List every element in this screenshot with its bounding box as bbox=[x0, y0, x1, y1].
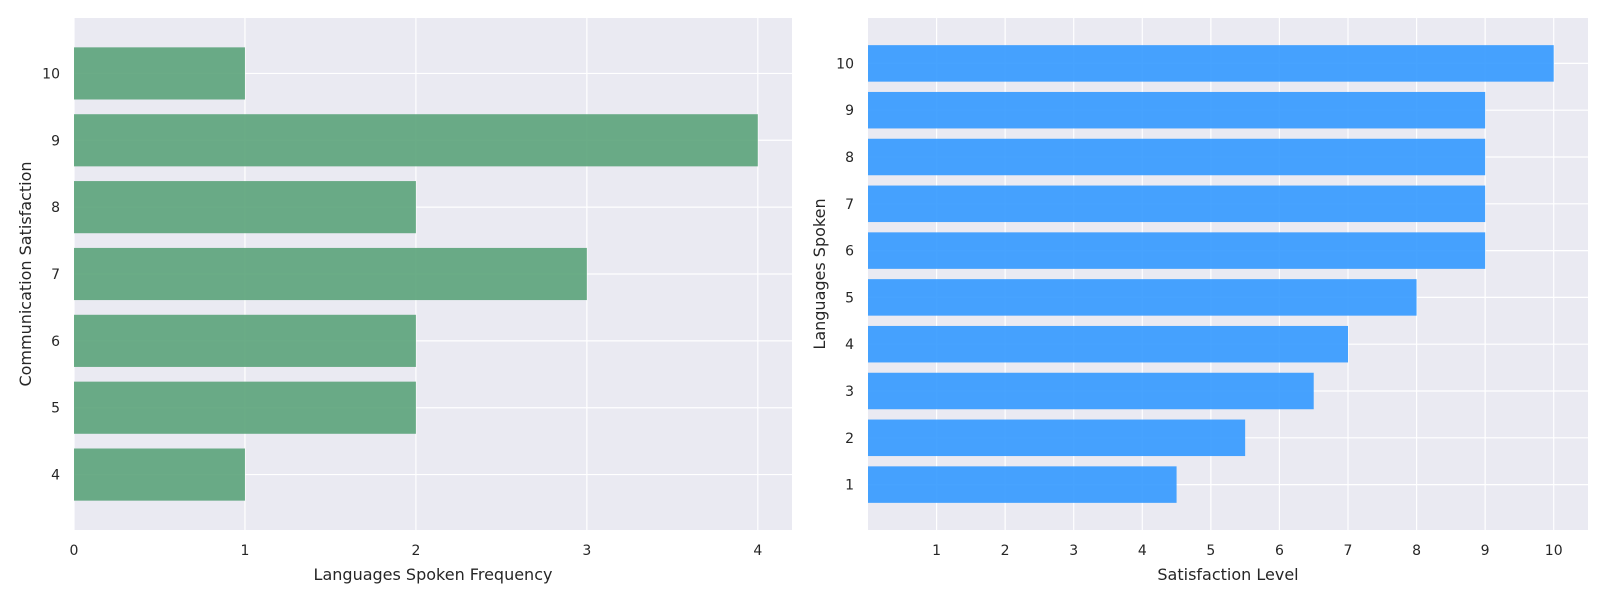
right-x-tick-5: 6 bbox=[1275, 543, 1284, 559]
right-x-tick-7: 8 bbox=[1412, 543, 1421, 559]
left-chart: 0 1 2 3 4 4 5 6 7 8 9 10 Languages Spoken Frequenc… bbox=[16, 18, 792, 584]
left-y-tick-labels: 4 5 6 7 8 9 10 bbox=[42, 66, 60, 483]
right-chart: 1 2 3 4 5 6 7 8 9 10 1 2 3 4 5 6 7 8 9 10 Satisfaction Lev… bbox=[810, 18, 1588, 584]
left-y-tick-4: 4 bbox=[51, 468, 60, 484]
right-x-tick-1: 2 bbox=[1001, 543, 1010, 559]
right-x-tick-4: 5 bbox=[1206, 543, 1215, 559]
left-x-tick-2: 2 bbox=[411, 543, 420, 559]
left-bar-5 bbox=[74, 381, 416, 434]
right-bar-10 bbox=[868, 45, 1554, 82]
right-y-tick-2: 2 bbox=[845, 431, 854, 447]
left-x-tick-labels: 0 1 2 3 4 bbox=[70, 543, 763, 559]
left-bar-6 bbox=[74, 314, 416, 367]
right-y-tick-10: 10 bbox=[836, 56, 854, 72]
right-y-tick-1: 1 bbox=[845, 478, 854, 494]
right-bar-7 bbox=[868, 185, 1486, 223]
right-x-tick-8: 9 bbox=[1481, 543, 1490, 559]
left-y-tick-9: 9 bbox=[51, 133, 60, 149]
right-y-tick-3: 3 bbox=[845, 384, 854, 400]
right-x-tick-labels: 1 2 3 4 5 6 7 8 9 10 bbox=[932, 543, 1563, 559]
right-bar-4 bbox=[868, 325, 1348, 363]
right-x-tick-2: 3 bbox=[1069, 543, 1078, 559]
right-y-tick-4: 4 bbox=[845, 337, 854, 353]
left-bar-10 bbox=[74, 47, 245, 100]
right-y-tick-labels: 1 2 3 4 5 6 7 8 9 10 bbox=[836, 56, 854, 493]
right-y-tick-5: 5 bbox=[845, 290, 854, 306]
left-y-tick-6: 6 bbox=[51, 334, 60, 350]
right-x-tick-3: 4 bbox=[1138, 543, 1147, 559]
right-x-tick-9: 10 bbox=[1545, 543, 1563, 559]
left-x-tick-1: 1 bbox=[240, 543, 249, 559]
left-x-tick-3: 3 bbox=[582, 543, 591, 559]
right-x-axis-label: Satisfaction Level bbox=[1157, 565, 1298, 584]
left-bars bbox=[74, 47, 758, 501]
right-y-tick-9: 9 bbox=[845, 103, 854, 119]
right-bar-3 bbox=[868, 372, 1314, 410]
right-bar-9 bbox=[868, 91, 1486, 129]
right-bar-5 bbox=[868, 279, 1417, 316]
right-x-tick-6: 7 bbox=[1344, 543, 1353, 559]
right-y-tick-8: 8 bbox=[845, 150, 854, 166]
left-y-tick-10: 10 bbox=[42, 66, 60, 82]
right-bar-1 bbox=[868, 466, 1177, 503]
left-y-tick-7: 7 bbox=[51, 267, 60, 283]
right-y-axis-label: Languages Spoken bbox=[810, 198, 829, 349]
left-bar-4 bbox=[74, 448, 245, 501]
left-x-tick-0: 0 bbox=[70, 543, 79, 559]
left-y-axis-label: Communication Satisfaction bbox=[16, 161, 35, 386]
right-bar-2 bbox=[868, 419, 1246, 457]
left-x-tick-4: 4 bbox=[753, 543, 762, 559]
left-bar-9 bbox=[74, 114, 758, 167]
right-bar-6 bbox=[868, 232, 1486, 269]
left-y-tick-8: 8 bbox=[51, 200, 60, 216]
left-y-tick-5: 5 bbox=[51, 401, 60, 417]
right-bar-8 bbox=[868, 138, 1486, 176]
right-y-tick-7: 7 bbox=[845, 197, 854, 213]
left-bar-7 bbox=[74, 247, 587, 301]
right-y-tick-6: 6 bbox=[845, 244, 854, 260]
right-x-tick-0: 1 bbox=[932, 543, 941, 559]
left-x-axis-label: Languages Spoken Frequency bbox=[314, 565, 553, 584]
right-bars bbox=[868, 45, 1554, 503]
left-bar-8 bbox=[74, 181, 416, 234]
